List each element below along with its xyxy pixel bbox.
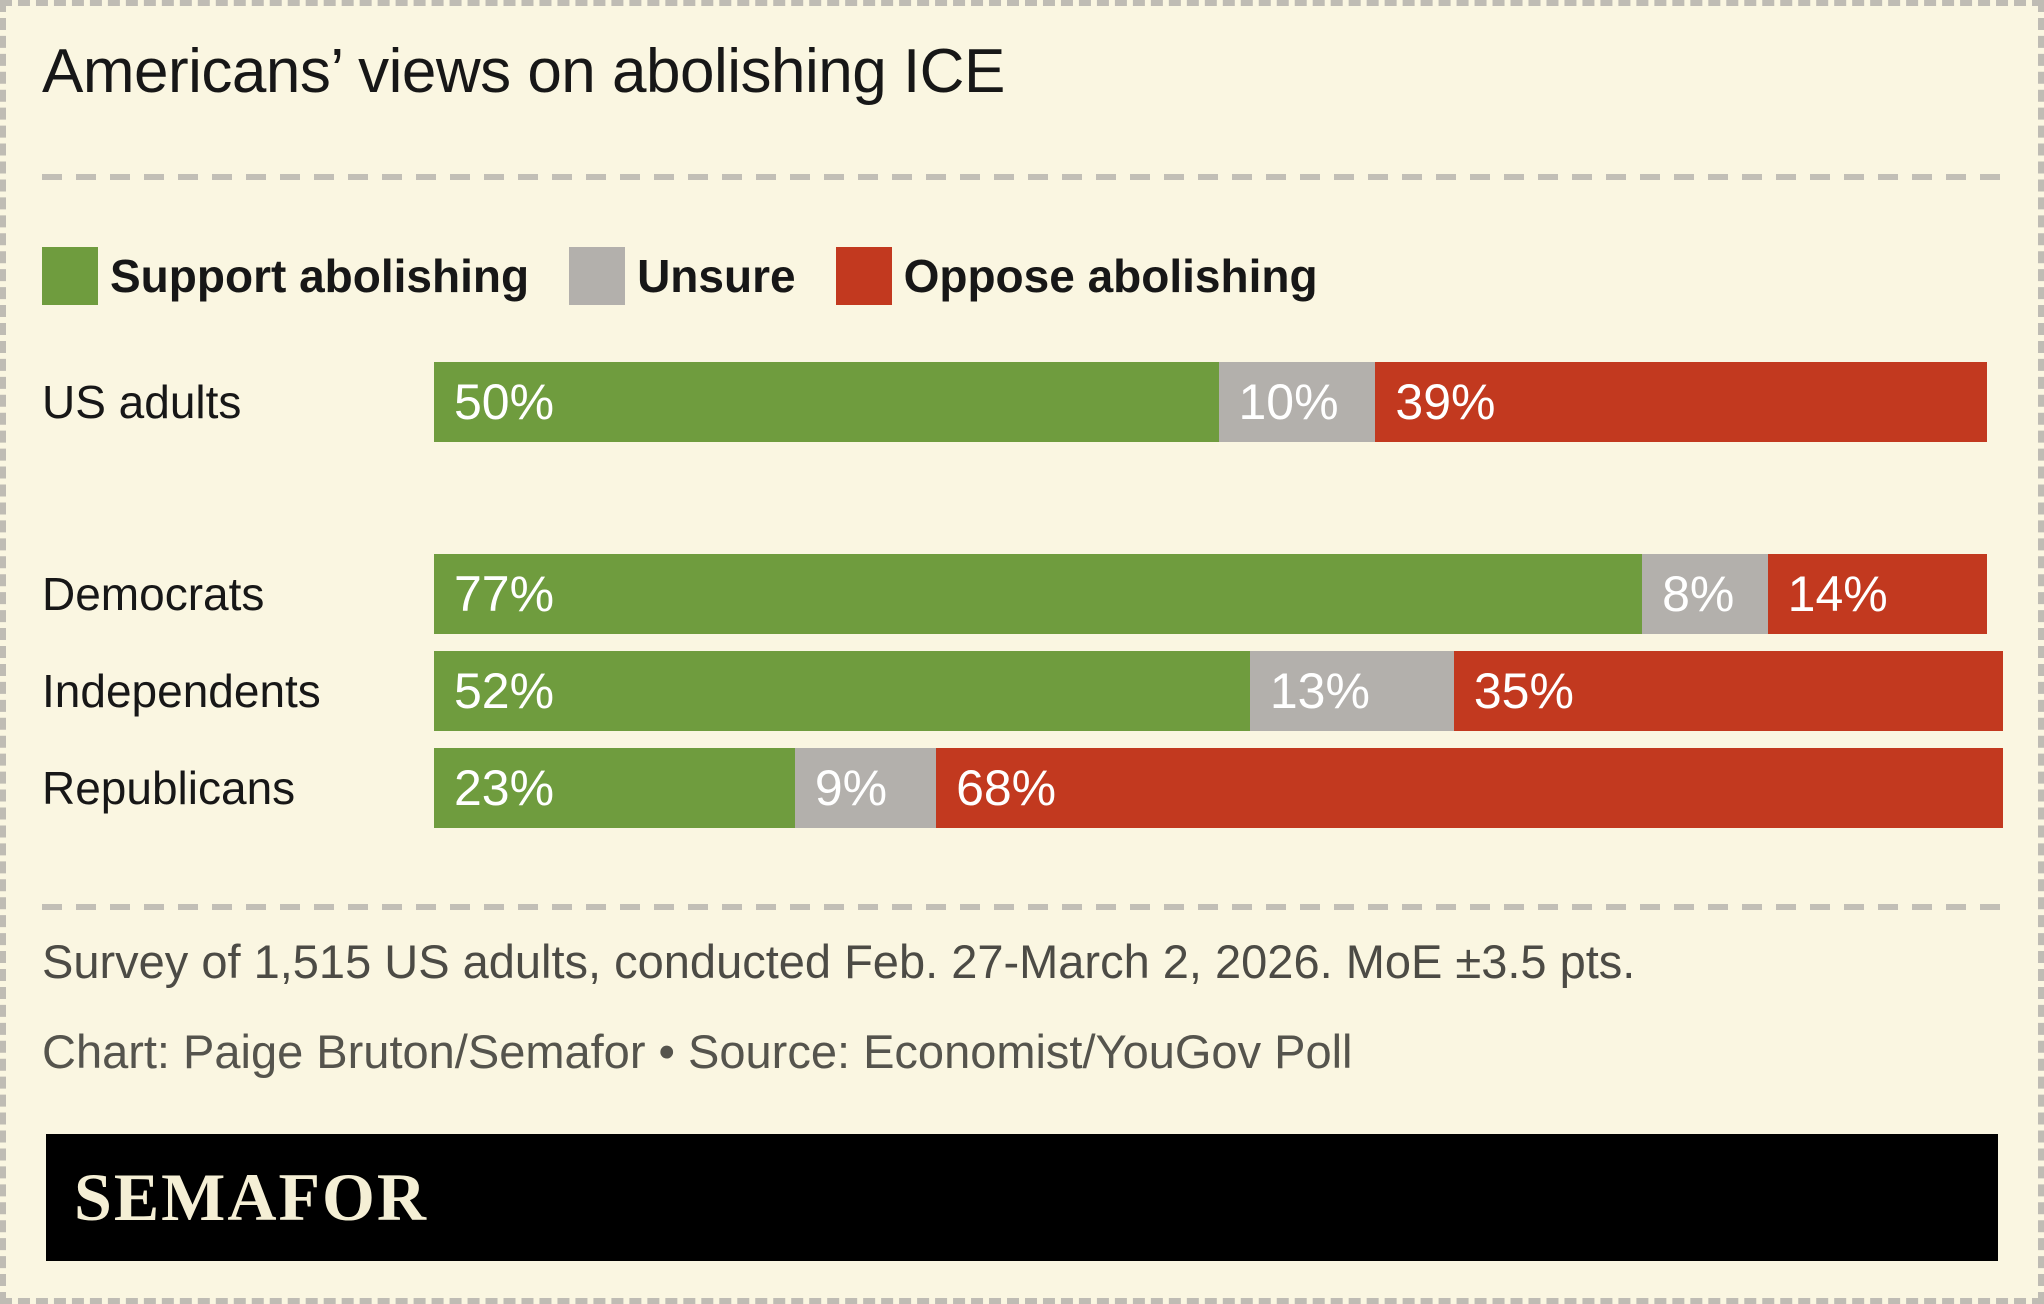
legend: Support abolishing Unsure Oppose abolish… — [42, 246, 1318, 306]
legend-label-support: Support abolishing — [110, 250, 530, 302]
chart-title: Americans’ views on abolishing ICE — [42, 37, 1005, 106]
stacked-bar: 52% 13% 35% — [434, 651, 2003, 731]
bar-row: Independents 52% 13% 35% — [6, 651, 2038, 731]
category-label: Independents — [42, 665, 321, 717]
bar-segment-unsure: 8% — [1642, 554, 1768, 634]
legend-swatch-oppose — [835, 247, 892, 305]
bar-row: US adults 50% 10% 39% — [6, 362, 2038, 442]
bar-row: Democrats 77% 8% 14% — [6, 554, 2038, 634]
legend-item-oppose: Oppose abolishing — [835, 247, 1318, 305]
bar-segment-oppose-abolishing: 35% — [1453, 651, 2003, 731]
category-label: Republicans — [42, 762, 296, 814]
stacked-bar: 50% 10% 39% — [434, 362, 2003, 442]
category-label: Democrats — [42, 568, 265, 620]
bar-segment-unsure: 10% — [1218, 362, 1376, 442]
top-divider — [42, 174, 2014, 180]
bar-row: Republicans 23% 9% 68% — [6, 748, 2038, 828]
bar-segment-oppose-abolishing: 68% — [936, 748, 2003, 828]
stacked-bar: 23% 9% 68% — [434, 748, 2003, 828]
legend-label-oppose: Oppose abolishing — [903, 250, 1318, 302]
legend-swatch-unsure — [569, 247, 626, 305]
chart-credit: Chart: Paige Bruton/Semafor • Source: Ec… — [42, 1025, 1353, 1078]
bar-segment-support-abolishing: 23% — [434, 748, 795, 828]
bar-segment-support-abolishing: 77% — [434, 554, 1643, 634]
survey-note: Survey of 1,515 US adults, conducted Feb… — [42, 935, 1636, 988]
legend-item-unsure: Unsure — [569, 247, 796, 305]
legend-swatch-support — [42, 247, 98, 305]
stacked-bar: 77% 8% 14% — [434, 554, 2003, 634]
semafor-logo: SEMAFOR — [74, 1159, 428, 1235]
bar-segment-oppose-abolishing: 39% — [1375, 362, 1988, 442]
bar-segment-unsure: 9% — [794, 748, 937, 828]
bar-segment-oppose-abolishing: 14% — [1767, 554, 1988, 634]
semafor-logo-bar: SEMAFOR — [46, 1134, 1998, 1261]
legend-label-unsure: Unsure — [637, 250, 796, 302]
bar-segment-unsure: 13% — [1249, 651, 1454, 731]
bar-segment-support-abolishing: 52% — [434, 651, 1250, 731]
category-label: US adults — [42, 376, 242, 428]
bar-rows: US adults 50% 10% 39% Democrats 77% 8% 14% I… — [6, 362, 2038, 832]
bar-segment-support-abolishing: 50% — [434, 362, 1219, 442]
legend-item-support: Support abolishing — [42, 247, 529, 305]
bottom-divider — [42, 904, 2014, 910]
